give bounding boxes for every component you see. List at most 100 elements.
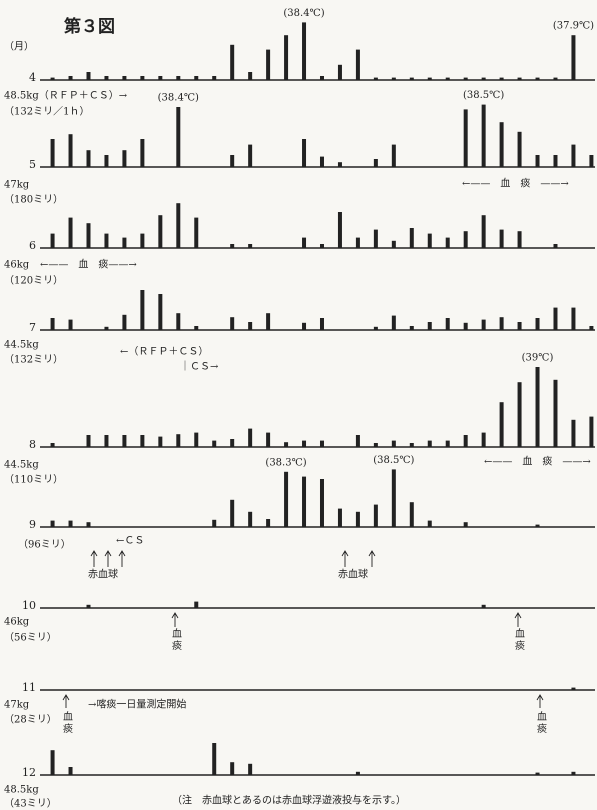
bar [248,763,253,775]
bar [248,511,253,527]
bar [553,379,558,447]
bar [158,436,163,447]
note: ←（ＲＦＰ＋ＣＳ） [120,346,208,358]
bar [158,294,163,330]
annotation: (38.4℃) [283,8,324,19]
bar [517,382,522,447]
bar [230,499,235,527]
bar [284,35,289,80]
bar [86,223,91,248]
bar [409,326,414,330]
bar [463,435,468,447]
bar [553,307,558,330]
bar [194,326,199,330]
note: 赤血球 [88,568,118,581]
bar [176,76,181,80]
bar [373,159,378,167]
bar [391,440,396,447]
bar [337,508,342,527]
bar [104,435,109,447]
bar [571,307,576,330]
bar [176,203,181,248]
bar [50,443,55,447]
bar [535,524,540,527]
bar [302,476,307,527]
bar [122,150,127,167]
note: ｜ＣＳ→ [180,361,219,373]
bar [230,762,235,775]
figure-title: 第３図 [63,16,115,37]
note: （56ミリ） [4,632,57,644]
note: （180ミリ） [4,194,63,206]
annotation: (38.5℃) [463,90,504,101]
annotation: (38.4℃) [158,93,199,104]
axis-label: （月） [4,41,34,53]
bar [50,318,55,330]
month-label: 8 [29,438,36,451]
bar [337,162,342,167]
bar [481,604,486,608]
bar [571,35,576,80]
annotation: (39℃) [522,353,554,364]
note: （96ミリ） [18,539,71,551]
note: （43ミリ） [4,798,57,810]
bar [355,237,360,248]
bar [140,290,145,330]
bar [122,237,127,248]
bar [302,237,307,248]
bar [481,77,486,80]
bar [373,443,378,447]
bar [212,76,217,80]
month-label: 10 [22,599,36,612]
bar [68,520,73,527]
bar [50,520,55,527]
bar [463,231,468,248]
bar [194,217,199,248]
bar [463,77,468,80]
bar [391,77,396,80]
bar [230,44,235,80]
bar [355,435,360,447]
bar [50,139,55,167]
bar [571,687,576,690]
bar [302,322,307,330]
bar [499,77,504,80]
month-label: 4 [29,71,36,84]
note: 47kg [4,700,30,711]
bar [427,440,432,447]
bar [68,767,73,775]
bar [319,156,324,167]
bar [373,77,378,80]
bar [248,244,253,248]
bar [355,49,360,80]
bar [391,469,396,527]
bar [517,322,522,330]
bar [122,435,127,447]
bar [319,440,324,447]
month-label: 6 [29,239,36,252]
bar [230,439,235,447]
bar [68,319,73,330]
bar [409,228,414,248]
note: ←ＣＳ [116,536,144,547]
bar [248,144,253,167]
bar [230,317,235,330]
bar [319,318,324,330]
bar [230,244,235,248]
bar [445,318,450,330]
note: （120ミリ） [4,275,63,287]
bar [427,77,432,80]
bar [176,434,181,447]
bar [535,318,540,330]
bar [319,479,324,527]
note: 48.5kg（ＲＦＰ＋ＣＳ）→ [4,90,128,102]
bar [409,502,414,527]
month-label: 7 [29,321,36,334]
note: 血痰 [513,627,525,652]
bar [266,432,271,447]
annotation: (38.3℃) [265,457,306,468]
bar [104,76,109,80]
bar [553,155,558,167]
